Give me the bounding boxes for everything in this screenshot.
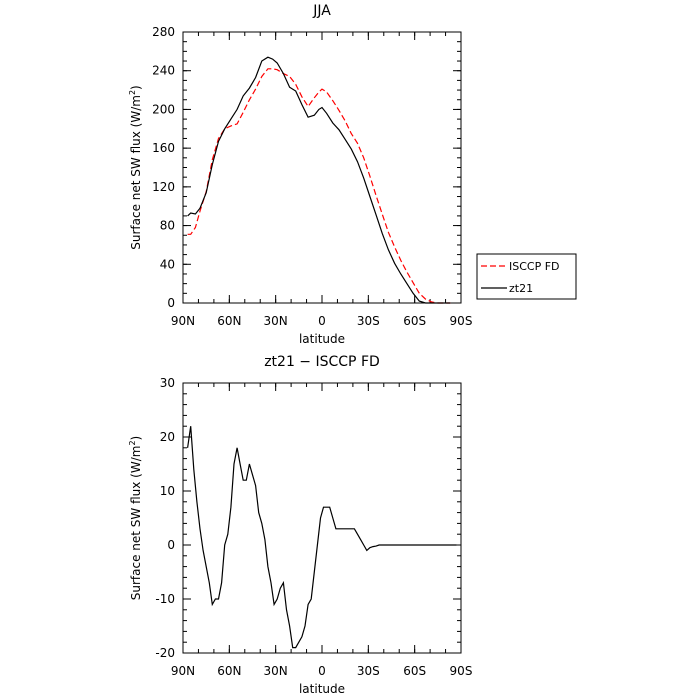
y-axis-title: Surface net SW flux (W/m2) (128, 85, 143, 249)
y-axis-title-sup: 2 (128, 440, 137, 445)
x-tick-label: 30N (264, 314, 288, 328)
plot-frame (182, 31, 462, 304)
chart-bottom-difference: zt21 − ISCCP FD 90N 60N 30N 0 30S 60S 90S -20 -10… (128, 354, 472, 696)
y-axis-title-tail: ) (129, 436, 143, 441)
x-tick-label: 90S (450, 314, 473, 328)
x-axis-title: latitude (299, 332, 345, 346)
x-tick-label: 30N (264, 664, 288, 678)
y-tick-label: -10 (155, 592, 175, 606)
plot-frame (182, 382, 462, 654)
chart-title: zt21 − ISCCP FD (264, 354, 380, 370)
legend-label: zt21 (509, 282, 533, 295)
y-tick-label: 30 (160, 376, 175, 390)
y-tick-label: 160 (152, 141, 175, 155)
y-tick-label: 240 (152, 64, 175, 78)
y-tick-label: 0 (167, 296, 175, 310)
legend-box (476, 253, 577, 300)
legend-label: ISCCP FD (509, 260, 560, 273)
chart-title: JJA (312, 3, 331, 19)
x-tick-label: 0 (318, 314, 326, 328)
x-tick-label: 90N (171, 314, 195, 328)
x-tick-label: 60N (217, 314, 241, 328)
y-axis-title-tail: ) (129, 85, 143, 90)
x-tick-label: 60S (403, 314, 426, 328)
x-axis-title: latitude (299, 682, 345, 696)
y-tick-label: 0 (167, 538, 175, 552)
series-line-zt21 (187, 56, 451, 304)
x-tick-label: 90N (171, 664, 195, 678)
y-tick-label: -20 (155, 646, 175, 660)
y-tick-label: 20 (160, 430, 175, 444)
y-axis-title-main: Surface net SW flux (W/m (129, 446, 143, 601)
y-tick-label: 120 (152, 180, 175, 194)
x-tick-label: 60N (217, 664, 241, 678)
x-tick-label: 60S (403, 664, 426, 678)
chart-top-jja: JJA 90N 60N 30N 0 30S 60S 90S 0 40 80 120 160 200 240 2… (128, 3, 472, 346)
x-tick-label: 30S (357, 664, 380, 678)
y-tick-label: 280 (152, 25, 175, 39)
x-tick-label: 30S (357, 314, 380, 328)
y-tick-label: 80 (160, 219, 175, 233)
x-tick-label: 90S (450, 664, 473, 678)
legend: ISCCP FD zt21 (476, 253, 577, 300)
y-axis-title-sup: 2 (128, 90, 137, 95)
y-tick-label: 200 (152, 102, 175, 116)
y-tick-label: 40 (160, 257, 175, 271)
series-line-isccp-fd (187, 68, 451, 304)
y-tick-label: 10 (160, 484, 175, 498)
y-axis-title: Surface net SW flux (W/m2) (128, 436, 143, 600)
y-axis-title-main: Surface net SW flux (W/m (129, 95, 143, 250)
series-line-difference (187, 426, 457, 649)
x-tick-label: 0 (318, 664, 326, 678)
